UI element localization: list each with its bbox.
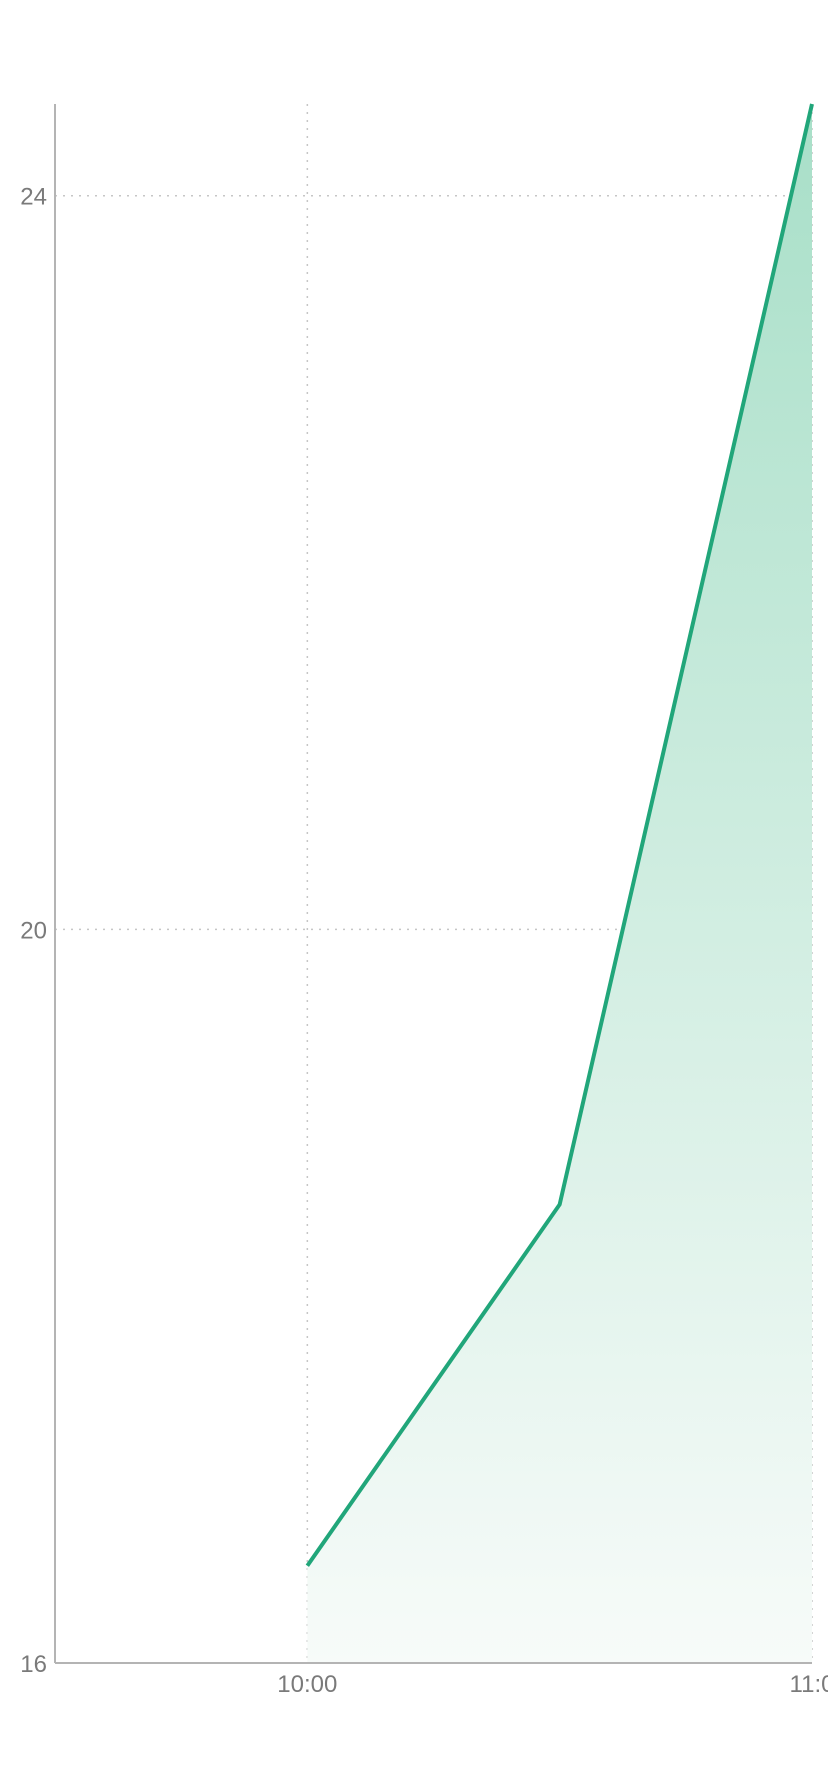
x-tick-label-0: 10:00 [277,1671,337,1698]
axes [54,104,812,1664]
series-line-group [305,103,814,1567]
x-tick-label-1: 11:0 [790,1671,828,1698]
area-fill-0 [307,104,812,1663]
area-fill-group [307,104,812,1663]
tick-labels: 16 20 24 10:00 11:0 [20,184,828,1698]
y-tick-label-20: 20 [20,917,47,944]
y-tick-label-24: 24 [20,184,47,211]
y-tick-label-16: 16 [20,1651,47,1678]
